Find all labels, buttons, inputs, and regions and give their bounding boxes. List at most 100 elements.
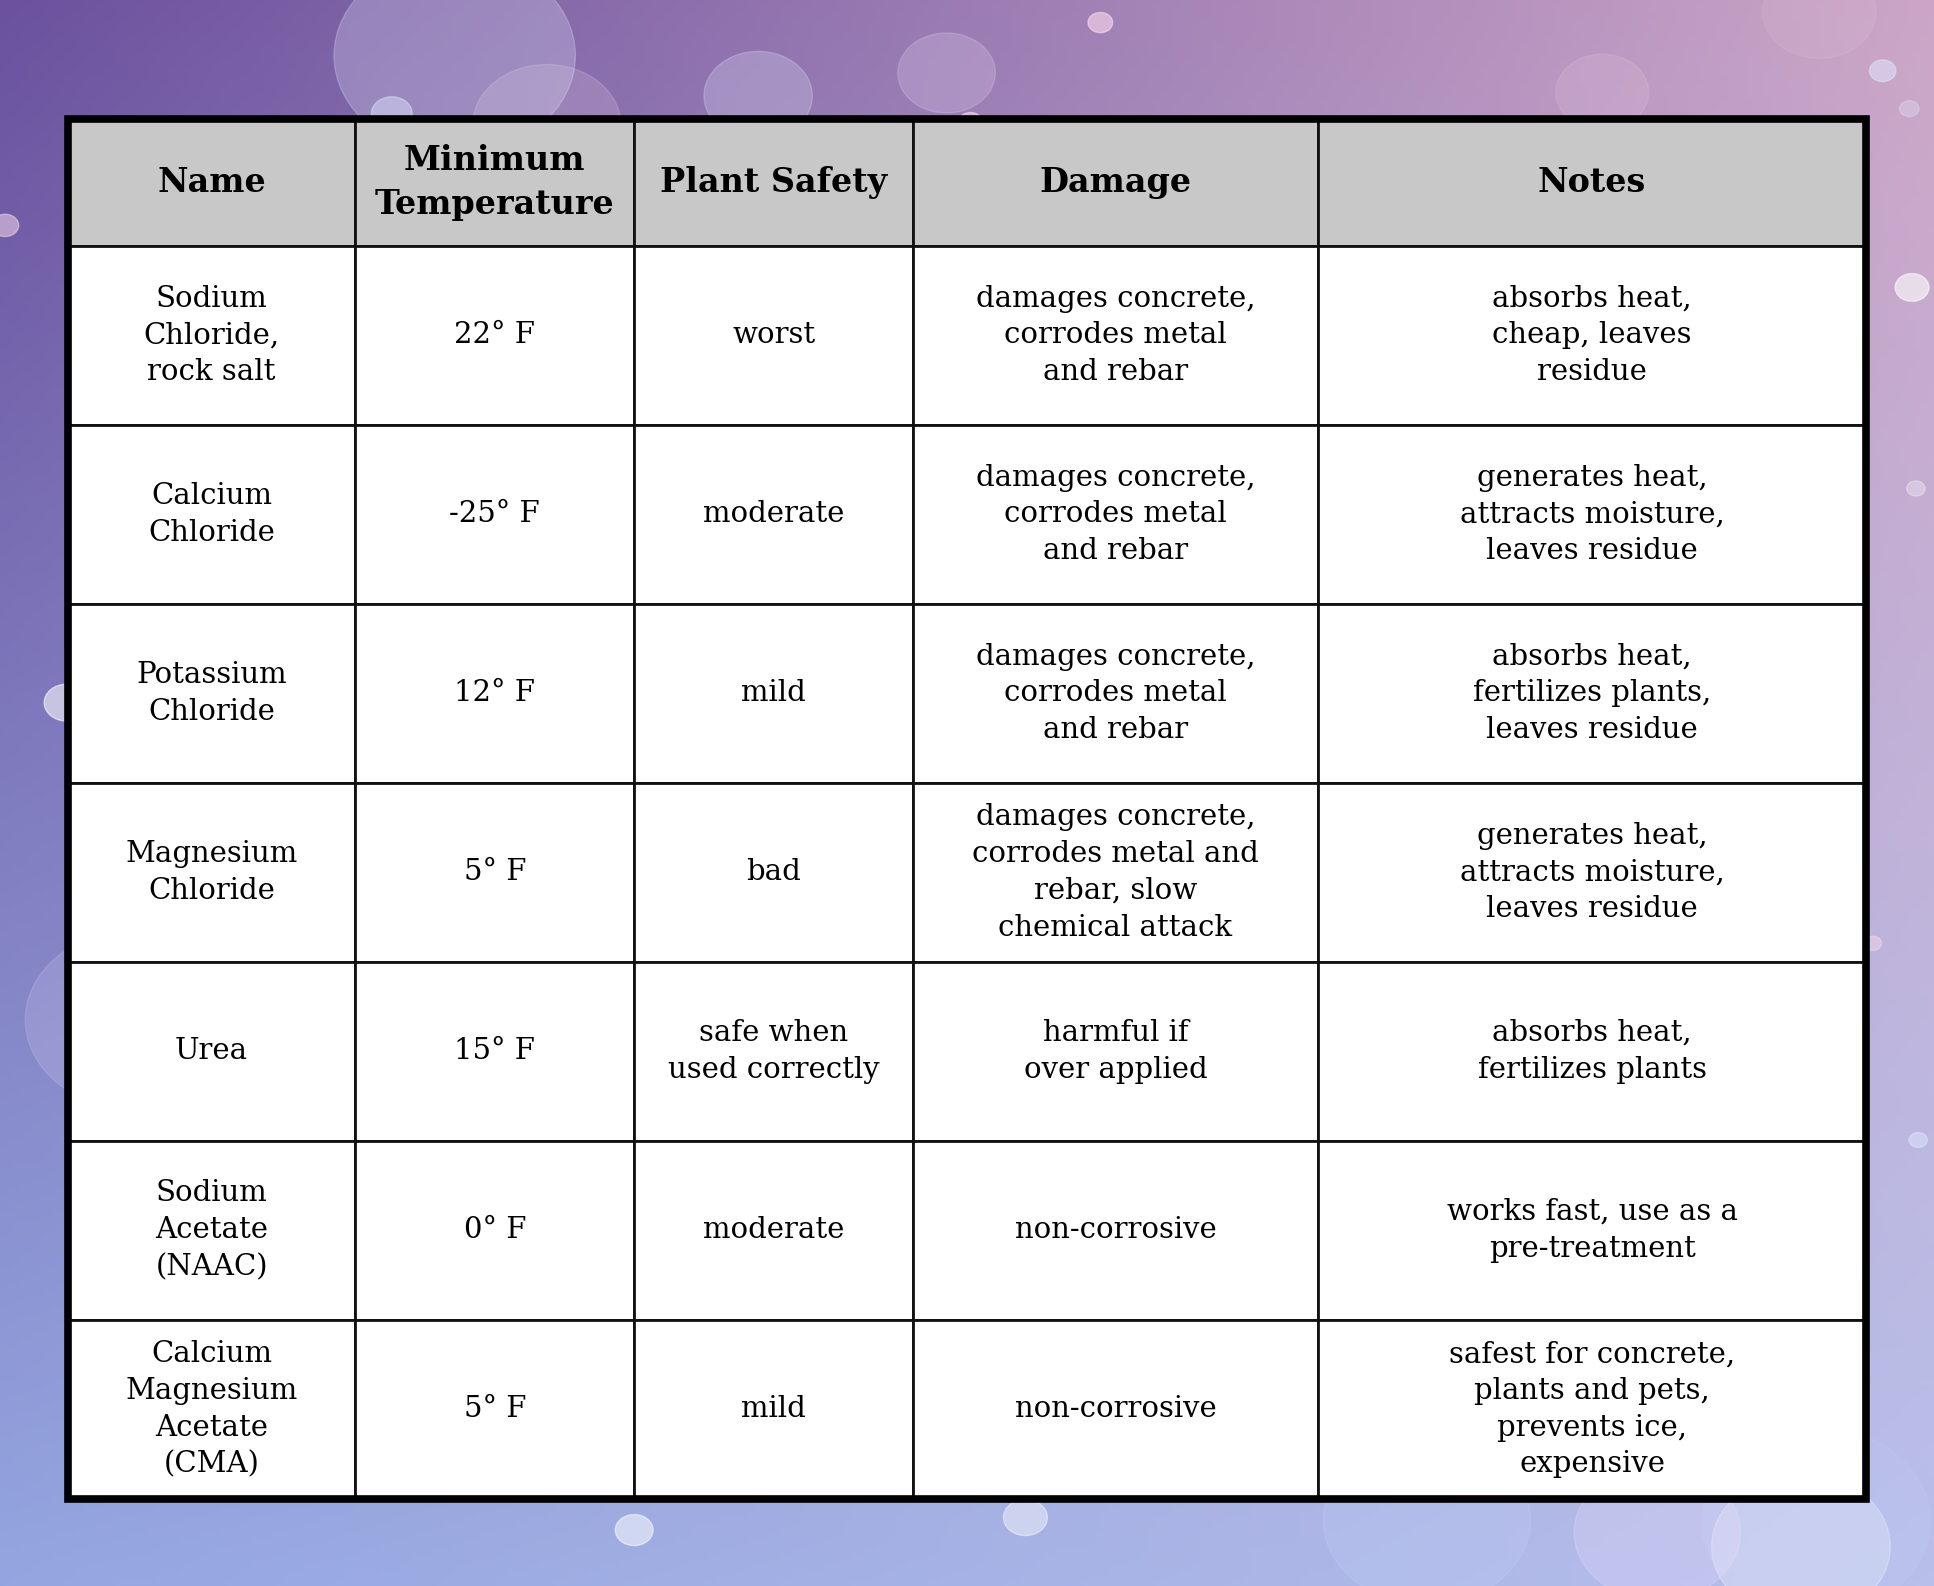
Bar (634, 783, 913, 961)
Circle shape (615, 1515, 654, 1546)
Text: moderate: moderate (702, 500, 845, 528)
Bar (356, 246, 634, 425)
Circle shape (1006, 1432, 1021, 1445)
Circle shape (1470, 663, 1617, 782)
Circle shape (1895, 274, 1928, 301)
Circle shape (613, 1164, 702, 1237)
Text: -25° F: -25° F (449, 500, 540, 528)
Bar (1317, 783, 1866, 961)
Circle shape (1594, 1194, 1628, 1223)
Text: Name: Name (157, 167, 267, 198)
Bar (913, 246, 1317, 425)
Circle shape (553, 1132, 638, 1202)
Bar (68, 119, 1866, 1499)
Bar (634, 1140, 913, 1320)
Circle shape (335, 0, 576, 154)
Circle shape (1712, 1473, 1890, 1586)
Bar (913, 783, 1317, 961)
Text: mild: mild (741, 1396, 806, 1423)
Circle shape (955, 441, 982, 463)
Circle shape (253, 1182, 278, 1202)
Circle shape (1089, 13, 1112, 33)
Circle shape (731, 714, 774, 749)
Text: damages concrete,
corrodes metal
and rebar: damages concrete, corrodes metal and reb… (975, 463, 1255, 565)
Text: damages concrete,
corrodes metal
and rebar: damages concrete, corrodes metal and reb… (975, 284, 1255, 385)
Bar (634, 1320, 913, 1499)
Text: Sodium
Acetate
(NAAC): Sodium Acetate (NAAC) (155, 1180, 269, 1281)
Circle shape (73, 287, 222, 411)
Circle shape (226, 136, 240, 147)
Text: 0° F: 0° F (464, 1216, 526, 1245)
Circle shape (1207, 439, 1402, 600)
Circle shape (161, 596, 174, 607)
Text: Potassium
Chloride: Potassium Chloride (135, 661, 286, 726)
Bar (1317, 1140, 1866, 1320)
Circle shape (1147, 496, 1263, 592)
Text: mild: mild (741, 679, 806, 707)
Circle shape (1027, 720, 1056, 745)
Bar (68, 246, 356, 425)
Bar (356, 783, 634, 961)
Bar (356, 604, 634, 783)
Bar (68, 1140, 356, 1320)
Circle shape (1404, 988, 1429, 1007)
Circle shape (973, 1389, 992, 1405)
Circle shape (180, 1247, 205, 1269)
Circle shape (897, 33, 996, 113)
Text: harmful if
over applied: harmful if over applied (1023, 1018, 1207, 1083)
Circle shape (371, 823, 387, 836)
Circle shape (153, 950, 164, 960)
Circle shape (1133, 1032, 1180, 1071)
Bar (68, 604, 356, 783)
Circle shape (1004, 1499, 1048, 1535)
Circle shape (1599, 1415, 1632, 1442)
Circle shape (652, 772, 789, 885)
Text: 12° F: 12° F (454, 679, 536, 707)
Circle shape (1412, 1396, 1452, 1429)
Text: worst: worst (733, 322, 816, 349)
Bar (634, 246, 913, 425)
Text: Notes: Notes (1538, 167, 1646, 198)
Text: Sodium
Chloride,
rock salt: Sodium Chloride, rock salt (143, 284, 280, 385)
Circle shape (1717, 295, 1744, 317)
Circle shape (1909, 1132, 1928, 1147)
Bar (913, 119, 1317, 246)
Text: Magnesium
Chloride: Magnesium Chloride (126, 841, 298, 904)
Circle shape (159, 1366, 193, 1394)
Circle shape (1590, 657, 1611, 674)
Circle shape (342, 122, 383, 155)
Circle shape (1830, 904, 1861, 929)
Bar (356, 1320, 634, 1499)
Circle shape (886, 874, 901, 887)
Circle shape (44, 684, 89, 722)
Circle shape (638, 658, 857, 837)
Bar (913, 961, 1317, 1140)
Circle shape (1253, 1402, 1288, 1429)
Circle shape (1652, 1216, 1855, 1383)
Bar (356, 119, 634, 246)
Circle shape (1710, 1359, 1737, 1381)
Bar (913, 1140, 1317, 1320)
Circle shape (1702, 1427, 1930, 1586)
Bar (1317, 119, 1866, 246)
Text: 15° F: 15° F (454, 1037, 536, 1066)
Circle shape (385, 647, 632, 852)
Circle shape (87, 1318, 161, 1380)
Circle shape (696, 788, 907, 961)
Text: 5° F: 5° F (464, 858, 526, 887)
Circle shape (522, 820, 567, 858)
Text: Minimum
Temperature: Minimum Temperature (375, 144, 615, 220)
Circle shape (447, 469, 466, 487)
Circle shape (973, 314, 1010, 344)
Circle shape (1512, 674, 1613, 755)
Circle shape (884, 1145, 895, 1155)
Bar (68, 119, 356, 246)
Bar (634, 961, 913, 1140)
Bar (913, 1320, 1317, 1499)
Circle shape (704, 51, 812, 140)
Circle shape (1799, 503, 1828, 527)
Text: 5° F: 5° F (464, 1396, 526, 1423)
Text: damages concrete,
corrodes metal
and rebar: damages concrete, corrodes metal and reb… (975, 642, 1255, 744)
Circle shape (1197, 187, 1363, 324)
Circle shape (25, 931, 242, 1109)
